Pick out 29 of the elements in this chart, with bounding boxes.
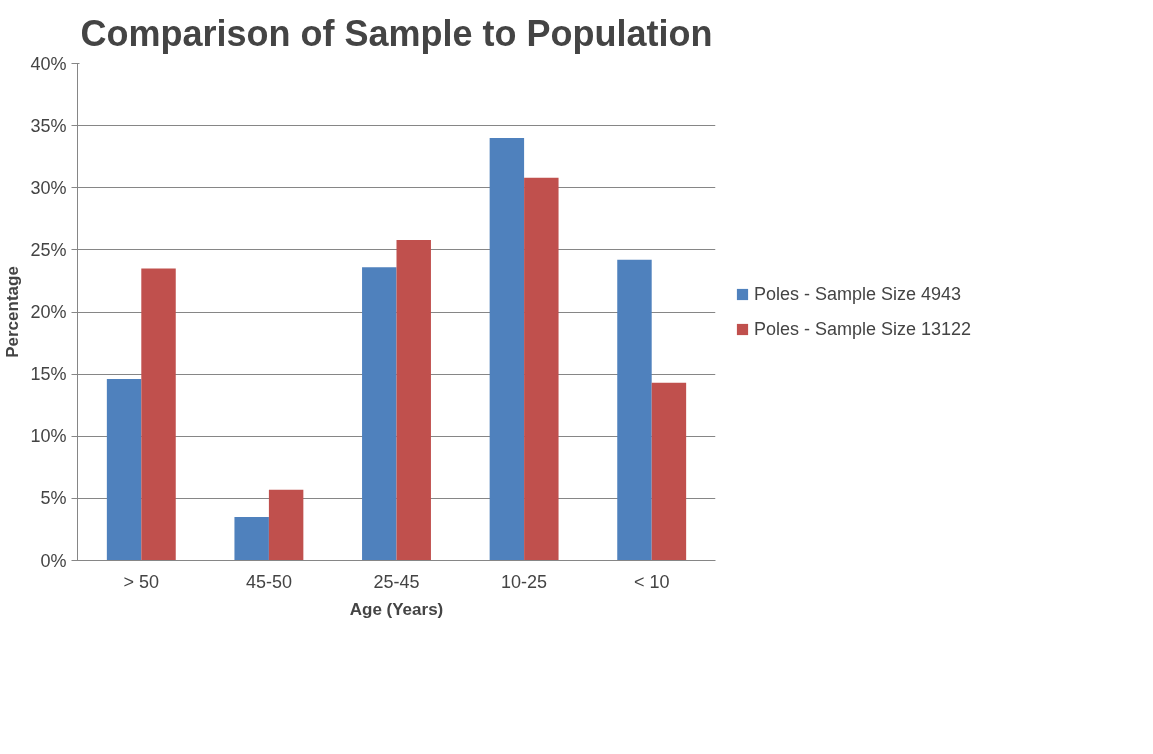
y-tick-label: 35%	[30, 115, 67, 136]
y-tick-label: 40%	[30, 53, 67, 74]
y-tick-label: 10%	[30, 426, 67, 447]
y-axis-title: Percentage	[3, 266, 23, 358]
x-tick-label: 45-50	[245, 571, 292, 592]
y-tick-label: 20%	[30, 302, 67, 322]
bar	[489, 138, 525, 561]
legend-label: Poles - Sample Size 13122	[754, 318, 972, 340]
y-tick-label: 30%	[30, 177, 67, 198]
bar	[362, 267, 397, 561]
bar	[141, 268, 176, 561]
y-tick-label: 0%	[40, 550, 67, 571]
chart-title: Comparison of Sample to Population	[80, 12, 713, 54]
bar	[268, 489, 304, 561]
bar	[651, 382, 687, 561]
bar	[617, 259, 652, 561]
y-tick-label: 25%	[30, 239, 67, 260]
bar	[396, 239, 431, 561]
x-tick-label: < 10	[633, 571, 670, 592]
legend-label: Poles - Sample Size 4943	[754, 283, 962, 305]
x-tick-label: 25-45	[373, 571, 420, 592]
y-tick-label: 5%	[40, 488, 67, 509]
y-tick-label: 15%	[30, 364, 67, 385]
x-tick-label: > 50	[123, 571, 160, 592]
bar	[524, 177, 559, 561]
x-tick-label: 10-25	[501, 571, 548, 592]
bar	[106, 379, 142, 561]
x-axis-title: Age (Years)	[349, 599, 444, 619]
bar	[234, 517, 269, 561]
